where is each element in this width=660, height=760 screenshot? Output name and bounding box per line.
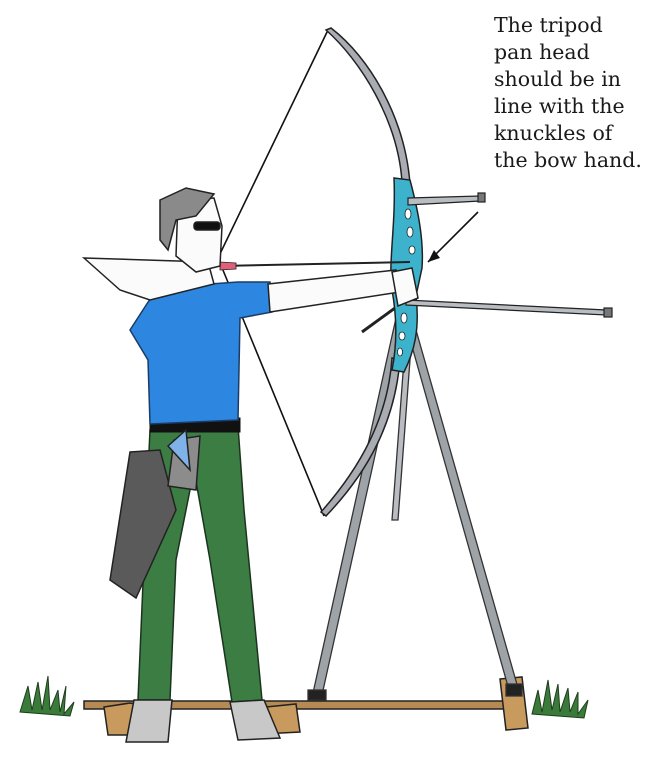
bow-arm xyxy=(267,269,401,313)
grass-left xyxy=(19,675,75,717)
quiver xyxy=(109,428,201,600)
grass-right xyxy=(531,679,589,719)
riser-cutouts xyxy=(397,208,416,357)
bow-string xyxy=(217,29,329,259)
bow-hand xyxy=(391,267,419,308)
caption-line: knuckles of xyxy=(494,121,613,145)
caption-line: pan head xyxy=(494,40,590,64)
annotation-caption: The tripod pan head should be in line wi… xyxy=(494,12,654,174)
annotation-pointer-arrowhead xyxy=(428,250,440,262)
shirt xyxy=(129,279,273,425)
caption-line: the bow hand. xyxy=(494,148,642,172)
caption-line: should be in xyxy=(494,67,621,91)
shoes xyxy=(125,699,282,743)
caption-line: The tripod xyxy=(494,13,603,37)
arrow xyxy=(219,261,411,271)
caption-line: line with the xyxy=(494,94,625,118)
stabilizers xyxy=(405,192,613,318)
archer-head xyxy=(159,187,223,273)
